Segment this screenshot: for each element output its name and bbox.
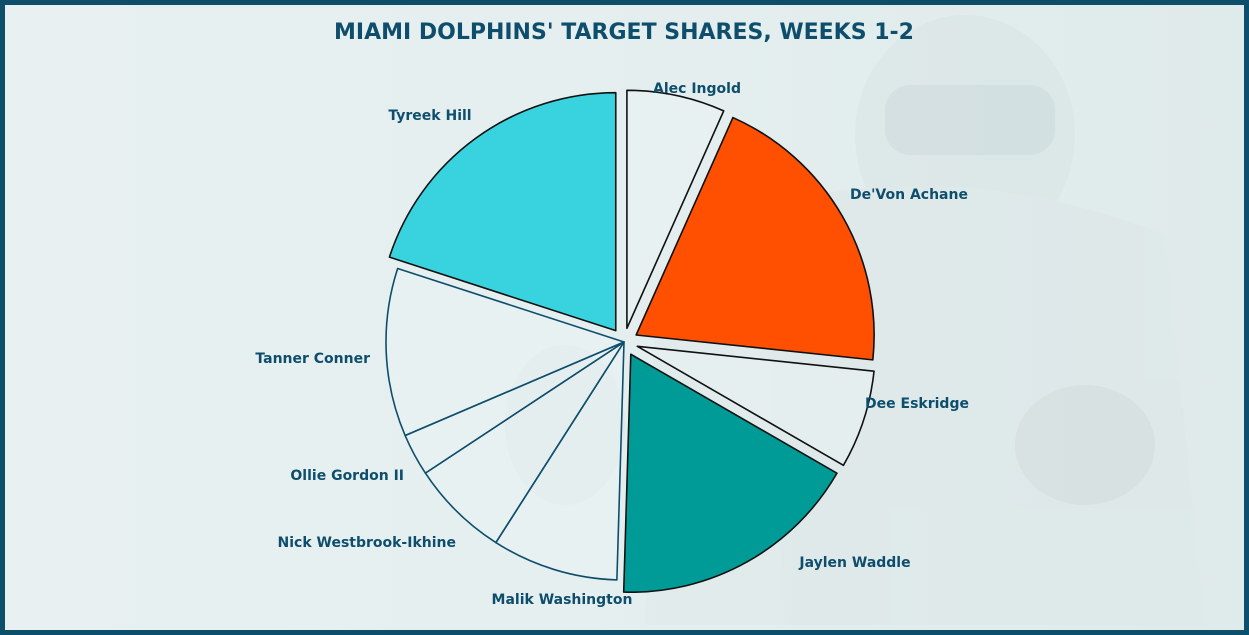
pie-slice-de-von-achane [635,116,875,361]
slice-label: Ollie Gordon II [290,468,404,484]
slice-label: Tanner Conner [255,351,370,367]
pie-slice-dee-eskridge [636,345,875,467]
pie-slice-alec-ingold [626,89,725,330]
chart-title: MIAMI DOLPHINS' TARGET SHARES, WEEKS 1-2 [334,20,914,45]
pie-slices [385,89,875,593]
pie-chart: MIAMI DOLPHINS' TARGET SHARES, WEEKS 1-2… [255,20,969,608]
slice-label: Alec Ingold [653,81,741,97]
pie-slice-malik-washington [495,341,625,581]
slice-label: Tyreek Hill [388,108,471,124]
slice-labels: Alec Ingold De'Von Achane Dee Eskridge Jayl… [255,81,969,608]
slice-label: Jaylen Waddle [798,555,910,571]
slice-label: Nick Westbrook-Ikhine [278,535,457,551]
slice-label: De'Von Achane [850,187,968,203]
slice-label: Dee Eskridge [865,396,969,412]
pie-slice-tanner-conner [385,267,625,437]
slice-label: Malik Washington [492,592,633,608]
pie-slice-jaylen-waddle [622,353,838,593]
pie-slice-tyreek-hill [388,91,617,332]
